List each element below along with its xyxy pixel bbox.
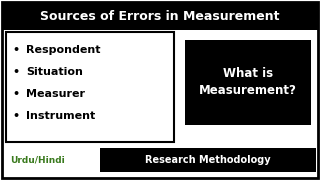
Text: Research Methodology: Research Methodology — [145, 155, 271, 165]
Text: Instrument: Instrument — [26, 111, 95, 121]
Text: Sources of Errors in Measurement: Sources of Errors in Measurement — [40, 10, 280, 22]
Text: Situation: Situation — [26, 67, 83, 77]
Bar — [6, 32, 174, 142]
Bar — [100, 148, 316, 172]
Text: Respondent: Respondent — [26, 45, 100, 55]
Text: •: • — [12, 67, 20, 77]
Text: •: • — [12, 89, 20, 99]
Text: What is
Measurement?: What is Measurement? — [199, 67, 297, 97]
Bar — [2, 2, 318, 30]
Bar — [185, 40, 311, 125]
Text: •: • — [12, 45, 20, 55]
Text: Urdu/Hindi: Urdu/Hindi — [10, 156, 65, 165]
Text: •: • — [12, 111, 20, 121]
Text: Measurer: Measurer — [26, 89, 85, 99]
